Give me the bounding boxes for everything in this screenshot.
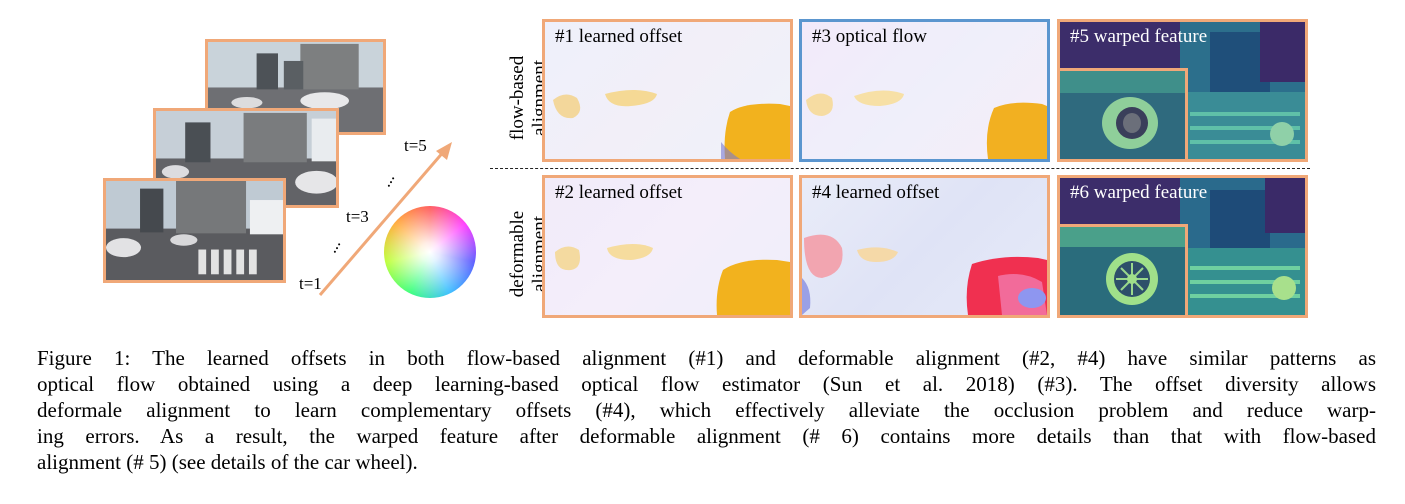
panel-title: #6 warped feature (1070, 182, 1208, 203)
time-label-t1: t=1 (299, 274, 322, 293)
time-arrow-icon (318, 142, 452, 296)
caption-line: deformale alignment to learn complementa… (37, 398, 1376, 422)
panel-title: #4 learned offset (812, 182, 940, 203)
figure-caption: Figure 1: The learned offsets in both fl… (37, 345, 1376, 475)
zoom-inset-wheel (1060, 68, 1188, 159)
flow-color-wheel (384, 206, 476, 298)
panel-title: #3 optical flow (812, 26, 928, 47)
panel-learned-offset-4: #4 learned offset (799, 175, 1050, 318)
row-label-line: flow-based (507, 55, 528, 141)
panel-learned-offset-2: #2 learned offset (542, 175, 793, 318)
panel-title: #1 learned offset (555, 26, 683, 47)
time-label-t5: t=5 (404, 136, 427, 155)
row-label-line: deformable (507, 210, 528, 298)
panel-optical-flow-3: #3 optical flow (799, 19, 1050, 162)
panel-warped-feature-5: #5 warped feature (1057, 19, 1308, 162)
panel-learned-offset-1: #1 learned offset (542, 19, 793, 162)
caption-line: optical flow obtained using a deep learn… (37, 372, 1376, 396)
panel-title: #5 warped feature (1070, 26, 1208, 47)
caption-line: alignment (# 5) (see details of the car … (37, 450, 418, 474)
row-divider (490, 168, 1310, 169)
panel-warped-feature-6: #6 warped feature (1057, 175, 1308, 318)
zoom-inset-wheel (1060, 224, 1188, 315)
caption-line: ing errors. As a result, the warped feat… (37, 424, 1376, 448)
caption-line: Figure 1: The learned offsets in both fl… (37, 346, 1376, 370)
video-frame-t1 (103, 178, 286, 283)
panel-title: #2 learned offset (555, 182, 683, 203)
time-label-t3: t=3 (346, 207, 369, 226)
